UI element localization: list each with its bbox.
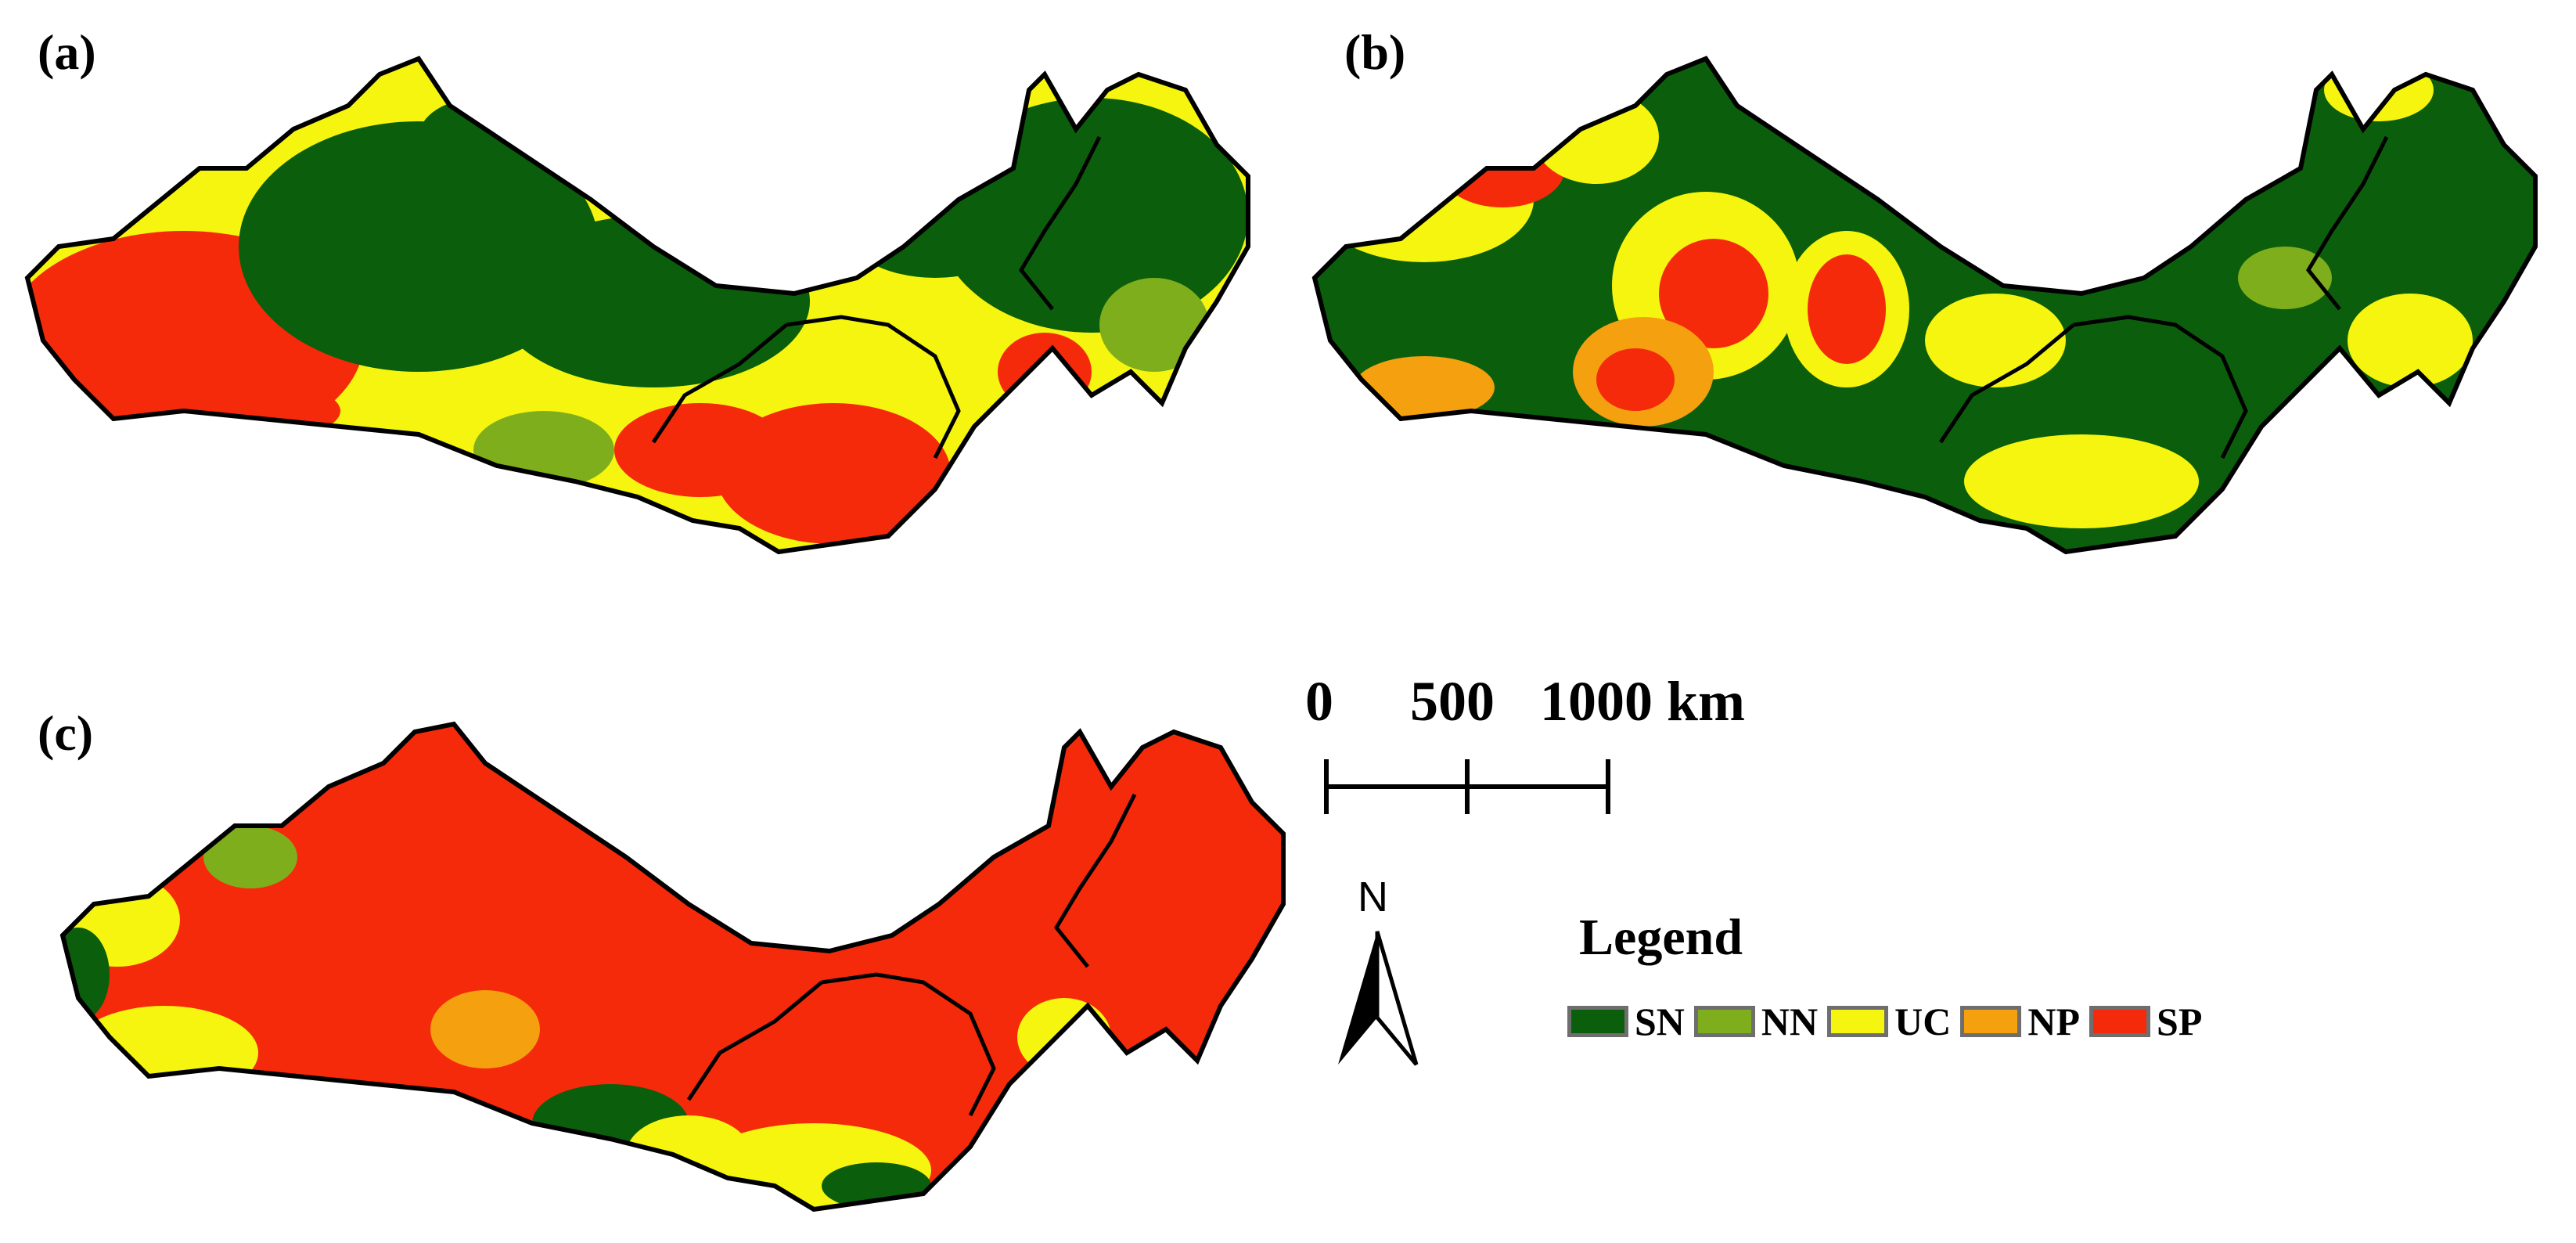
legend-item-nn: NN	[1693, 999, 1819, 1044]
map-a	[12, 43, 1279, 575]
scale-label-1000: 1000	[1540, 670, 1653, 733]
legend: SN NN UC NP SP	[1567, 999, 2202, 1044]
legend-item-np: NP	[1960, 999, 2080, 1044]
legend-title: Legend	[1579, 909, 1743, 966]
scale-label-500: 500	[1410, 670, 1495, 733]
legend-label-sp: SP	[2157, 1000, 2203, 1043]
legend-swatch-np	[1960, 1006, 2022, 1037]
panel-b-label: (b)	[1344, 24, 1406, 80]
panel-a-label: (a)	[38, 24, 96, 80]
legend-label-np: NP	[2027, 1000, 2081, 1043]
legend-swatch-sn	[1567, 1006, 1628, 1037]
legend-item-uc: UC	[1827, 999, 1951, 1044]
map-b	[1299, 43, 2567, 575]
north-label: N	[1358, 874, 1388, 921]
scale-label-0: 0	[1305, 670, 1333, 733]
legend-item-sp: SP	[2089, 999, 2202, 1044]
scale-unit: km	[1667, 670, 1746, 733]
legend-swatch-uc	[1827, 1006, 1889, 1037]
scale-bar	[1324, 759, 1610, 814]
legend-label-sn: SN	[1635, 1000, 1685, 1043]
panel-c-label: (c)	[38, 705, 94, 761]
north-arrow-icon	[1338, 931, 1419, 1066]
legend-item-sn: SN	[1567, 999, 1685, 1044]
legend-swatch-nn	[1693, 1006, 1755, 1037]
legend-label-uc: UC	[1894, 1000, 1952, 1043]
legend-label-nn: NN	[1761, 1000, 1819, 1043]
map-c	[47, 716, 1315, 1233]
legend-swatch-sp	[2089, 1006, 2151, 1037]
